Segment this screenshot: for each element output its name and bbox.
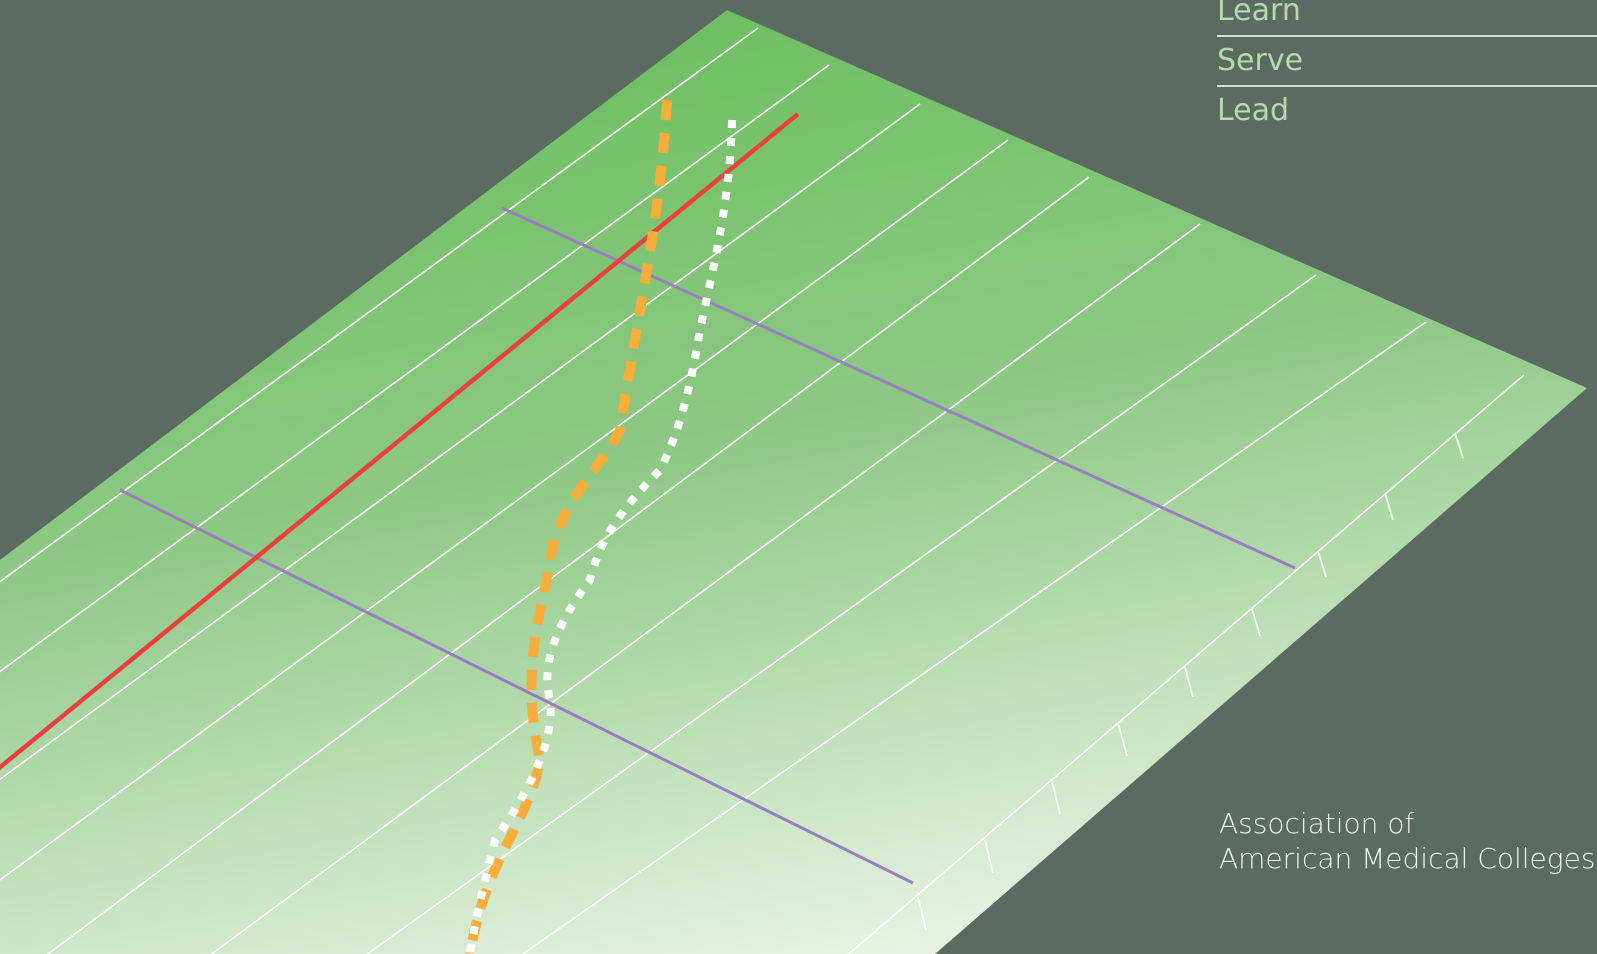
- motto-item-serve: Serve: [1217, 43, 1304, 78]
- grid-lines: [0, 27, 1525, 954]
- purple-line-upper: [501, 206, 1296, 570]
- motto-list: Learn Serve Lead: [1217, 0, 1597, 135]
- green-field-plane: [0, 10, 1587, 954]
- motto-item-learn: Learn: [1217, 0, 1301, 28]
- tick-marks: [917, 432, 1464, 931]
- motto-divider: [1217, 35, 1597, 37]
- tick-mark: [1051, 781, 1061, 815]
- grid-line: [189, 223, 1201, 954]
- grid-line: [499, 321, 1427, 954]
- tick-mark: [1184, 666, 1194, 698]
- organization-name: Association of American Medical Colleges: [1219, 806, 1595, 876]
- tick-mark: [1117, 722, 1128, 757]
- tick-mark: [917, 896, 927, 931]
- grid-line: [0, 139, 1009, 881]
- organization-name-line-2: American Medical Colleges: [1219, 842, 1596, 875]
- grid-line: [829, 374, 1525, 954]
- purple-lines: [119, 206, 1296, 885]
- tick-mark: [984, 839, 994, 874]
- motto-divider: [1217, 85, 1597, 87]
- tick-mark: [1384, 492, 1394, 521]
- grid-line: [344, 274, 1317, 954]
- tick-mark: [1251, 608, 1261, 637]
- grid-line: [0, 103, 921, 839]
- grid-line: [0, 27, 759, 641]
- grid-line: [0, 64, 830, 731]
- grid-line: [39, 176, 1090, 954]
- tick-mark: [1317, 550, 1327, 578]
- motto-item-lead: Lead: [1217, 93, 1290, 128]
- purple-line-lower: [119, 488, 914, 885]
- orange-dashed-curve: [465, 99, 672, 954]
- organization-name-line-1: Association of: [1219, 807, 1415, 840]
- red-line: [0, 112, 800, 802]
- tick-mark: [1454, 432, 1464, 459]
